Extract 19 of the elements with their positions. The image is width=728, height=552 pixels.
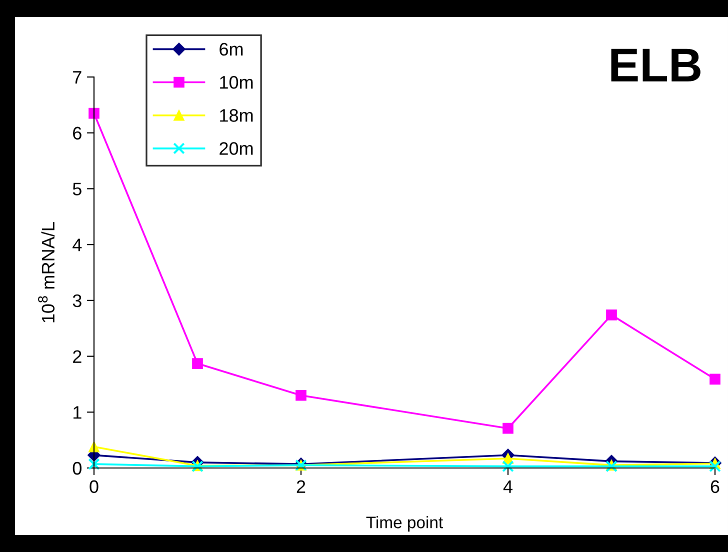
y-tick-label: 3 xyxy=(72,294,82,308)
y-tick-label: 1 xyxy=(74,406,82,419)
y-tick-label: 0 xyxy=(72,462,82,475)
x-tick-label: 2 xyxy=(296,480,306,493)
y-axis-title: 10$^{8}$ mRNA/L xyxy=(38,222,55,322)
y-tick-label: 6 xyxy=(73,126,82,140)
x-tick-label: 0 xyxy=(90,480,98,494)
y-tick-label: 7 xyxy=(73,71,82,84)
x-tick-label: 4 xyxy=(503,480,512,493)
legend-label: 10m xyxy=(220,76,253,89)
y-tick-label: 2 xyxy=(73,350,82,363)
x-axis-title: Time point xyxy=(366,516,443,532)
x-tick-label: 6 xyxy=(710,480,720,494)
legend-label: 18m xyxy=(220,109,253,122)
chart-title: ELB xyxy=(611,48,700,82)
legend-label: 6m xyxy=(220,42,243,56)
y-tick-label: 5 xyxy=(72,182,82,196)
y-tick-label: 4 xyxy=(72,238,82,252)
legend-label: 20m xyxy=(220,142,253,155)
